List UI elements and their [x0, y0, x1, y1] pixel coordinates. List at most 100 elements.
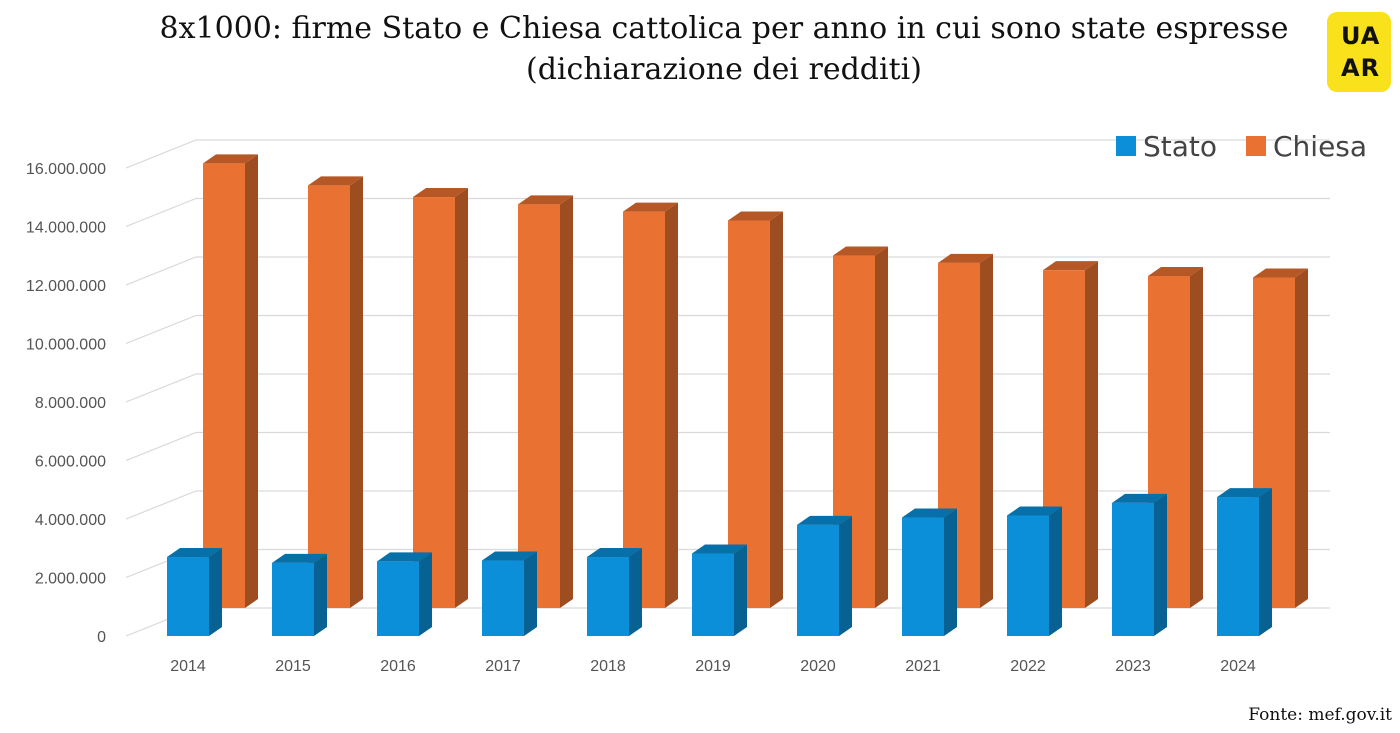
x-tick-label: 2021: [905, 658, 941, 675]
stato-bar-2017: [482, 551, 537, 636]
stato-bar-2021-top: [902, 508, 957, 518]
chiesa-bar-2020-side: [875, 246, 888, 608]
chiesa-bar-2023-side: [1190, 267, 1203, 608]
gridline: [125, 139, 1330, 169]
stato-bar-2021-face: [902, 517, 944, 636]
stato-bar-2016: [377, 552, 432, 636]
x-tick-label: 2023: [1115, 658, 1151, 675]
chiesa-bar-2014: [203, 154, 258, 608]
chiesa-bar-2016: [413, 188, 468, 608]
x-tick-label: 2017: [485, 658, 521, 675]
chiesa-bar-2021-top: [938, 253, 993, 263]
title-line-2: (dichiarazione dei redditi): [526, 52, 922, 87]
stato-bar-2022-face: [1007, 515, 1049, 636]
y-tick-label: 10.000.000: [26, 337, 106, 354]
x-tick-label: 2019: [695, 658, 731, 675]
x-tick-label: 2024: [1220, 658, 1256, 675]
chiesa-bar-2015: [308, 176, 363, 608]
stato-bar-2020-side: [839, 515, 852, 636]
chiesa-bar-2022-side: [1085, 261, 1098, 608]
legend-swatch: [1116, 136, 1136, 156]
stato-bar-2015-face: [272, 562, 314, 636]
chiesa-bar-2020: [833, 246, 888, 608]
y-tick-label: 14.000.000: [26, 220, 106, 237]
chiesa-bar-2016-top: [413, 188, 468, 198]
logo-text-top: UA: [1341, 22, 1381, 50]
x-tick-label: 2016: [380, 658, 416, 675]
stato-bar-2023: [1112, 493, 1167, 636]
legend-swatch: [1246, 136, 1266, 156]
y-tick-label: 16.000.000: [26, 161, 106, 178]
stato-bar-2014-face: [167, 557, 209, 636]
x-tick-label: 2020: [800, 658, 836, 675]
stato-bar-2024-side: [1259, 488, 1272, 636]
stato-bar-2022: [1007, 506, 1062, 636]
stato-bar-2014-side: [209, 548, 222, 636]
stato-bar-2019: [692, 544, 747, 636]
stato-bar-2020-face: [797, 524, 839, 636]
stato-bar-2016-top: [377, 552, 432, 562]
chiesa-bar-2016-side: [455, 188, 468, 608]
chiesa-bar-2018-side: [665, 202, 678, 608]
stato-bar-2020-top: [797, 515, 852, 525]
stato-bar-2015: [272, 553, 327, 636]
stato-bar-2017-top: [482, 551, 537, 561]
chiesa-bar-2023-top: [1148, 267, 1203, 277]
chiesa-bar-2018-top: [623, 202, 678, 212]
stato-bar-2021-side: [944, 508, 957, 636]
chiesa-series: [203, 154, 1308, 608]
chiesa-bar-2019: [728, 211, 783, 608]
x-axis-ticks: 2014 2015 2016 2017 2018 2019 2020 2021 2022 2023…: [170, 658, 1256, 675]
x-tick-label: 2022: [1010, 658, 1046, 675]
chiesa-bar-2017: [518, 195, 573, 608]
stato-bar-2024: [1217, 488, 1272, 636]
stato-bar-2016-face: [377, 561, 419, 636]
stato-bar-2024-top: [1217, 488, 1272, 498]
y-tick-label: 8.000.000: [35, 395, 106, 412]
y-axis-ticks: 0 2.000.000 4.000.000 6.000.000 8.000.000 10.…: [26, 161, 106, 646]
chiesa-bar-2018: [623, 202, 678, 608]
y-tick-label: 6.000.000: [35, 454, 106, 471]
legend-label: Stato: [1143, 130, 1217, 163]
stato-bar-2018: [587, 548, 642, 636]
stato-bar-2019-top: [692, 544, 747, 554]
chiesa-bar-2022-top: [1043, 261, 1098, 271]
logo-text-bottom: AR: [1341, 54, 1381, 82]
chiesa-bar-2014-top: [203, 154, 258, 164]
stato-bar-2017-face: [482, 560, 524, 636]
stato-bar-2022-side: [1049, 506, 1062, 636]
chiesa-bar-2019-side: [770, 211, 783, 608]
chiesa-bar-2018-face: [623, 211, 665, 608]
stato-bar-2020: [797, 515, 852, 636]
x-tick-label: 2014: [170, 658, 206, 675]
chiesa-bar-2015-face: [308, 185, 350, 608]
chiesa-bar-2015-top: [308, 176, 363, 186]
chiesa-bar-2017-face: [518, 204, 560, 608]
stato-bar-2023-face: [1112, 502, 1154, 636]
title-line-1: 8x1000: firme Stato e Chiesa cattolica p…: [159, 11, 1289, 46]
stato-bar-2019-side: [734, 544, 747, 636]
stato-bar-2023-top: [1112, 493, 1167, 503]
chiesa-bar-2022: [1043, 261, 1098, 608]
uaar-logo: UA AR: [1327, 12, 1391, 92]
legend-label: Chiesa: [1273, 130, 1367, 163]
stato-series: [167, 488, 1272, 636]
x-tick-label: 2015: [275, 658, 311, 675]
stato-bar-2023-side: [1154, 493, 1167, 636]
stato-bar-2014-top: [167, 548, 222, 558]
stato-bar-2015-side: [314, 553, 327, 636]
stato-bar-2021: [902, 508, 957, 636]
chart-title: 8x1000: firme Stato e Chiesa cattolica p…: [0, 8, 1400, 90]
chiesa-bar-2017-side: [560, 195, 573, 608]
legend: Stato Chiesa: [1116, 130, 1367, 163]
stato-bar-2016-side: [419, 552, 432, 636]
y-tick-label: 4.000.000: [35, 512, 106, 529]
chiesa-bar-2021-side: [980, 253, 993, 608]
stato-bar-2018-top: [587, 548, 642, 558]
chiesa-bar-2016-face: [413, 197, 455, 608]
stato-bar-2018-face: [587, 557, 629, 636]
y-tick-label: 0: [97, 629, 106, 646]
chiesa-bar-2024-side: [1295, 268, 1308, 608]
gridline: [125, 197, 1330, 228]
